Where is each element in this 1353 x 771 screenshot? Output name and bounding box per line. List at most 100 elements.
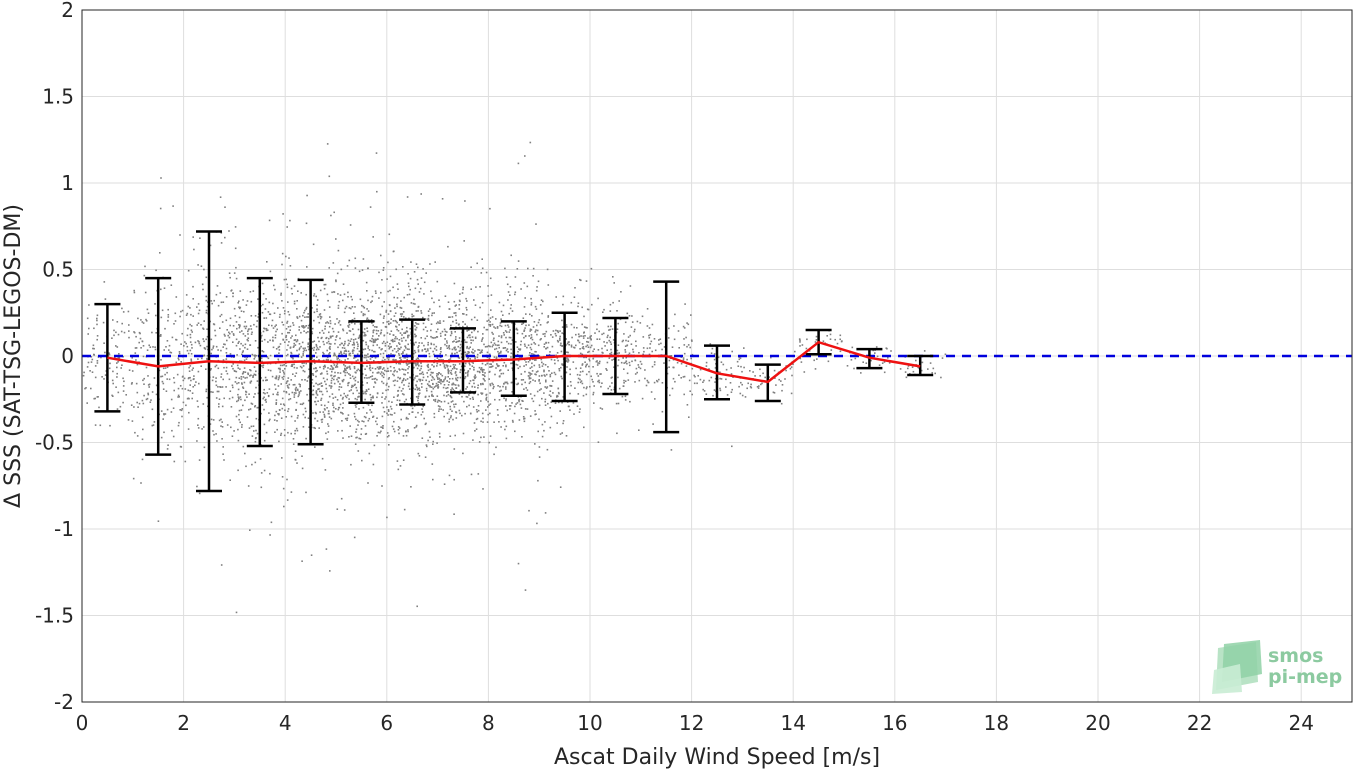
scatter-point	[170, 284, 173, 286]
scatter-point	[435, 331, 438, 333]
scatter-point	[365, 392, 367, 395]
scatter-point	[378, 271, 380, 274]
scatter-point	[474, 430, 476, 432]
scatter-point	[163, 413, 165, 415]
scatter-point	[398, 427, 401, 429]
scatter-point	[376, 344, 378, 346]
scatter-point	[514, 293, 516, 296]
scatter-point	[437, 373, 439, 376]
scatter-point	[450, 372, 452, 374]
scatter-point	[196, 400, 199, 402]
scatter-point	[262, 303, 264, 306]
scatter-point	[504, 330, 507, 332]
scatter-point	[725, 378, 727, 381]
scatter-point	[185, 314, 188, 316]
scatter-point	[362, 313, 365, 315]
scatter-point	[397, 330, 400, 332]
scatter-point	[449, 435, 452, 437]
scatter-point	[201, 428, 203, 430]
scatter-point	[239, 368, 241, 370]
scatter-point	[440, 335, 442, 337]
scatter-point	[279, 364, 282, 367]
scatter-point	[319, 317, 322, 320]
scatter-point	[569, 409, 571, 411]
scatter-point	[329, 320, 332, 322]
scatter-point	[329, 348, 331, 350]
scatter-point	[510, 348, 512, 351]
scatter-point	[565, 435, 568, 437]
scatter-point	[136, 363, 139, 366]
scatter-point	[257, 316, 260, 318]
scatter-point	[616, 310, 618, 312]
scatter-point	[343, 392, 345, 395]
scatter-point	[313, 340, 316, 342]
scatter-point	[295, 401, 298, 404]
scatter-point	[385, 384, 388, 386]
scatter-point	[907, 365, 910, 367]
scatter-point	[168, 349, 170, 351]
scatter-point	[162, 418, 164, 420]
scatter-point	[401, 381, 403, 384]
scatter-point	[519, 343, 522, 346]
scatter-point	[313, 319, 315, 322]
scatter-point	[507, 299, 509, 301]
scatter-point	[470, 318, 473, 321]
scatter-point	[379, 373, 382, 375]
scatter-point	[263, 423, 266, 426]
scatter-point	[128, 336, 130, 339]
scatter-point	[598, 330, 600, 333]
scatter-point	[189, 365, 192, 367]
scatter-point	[574, 287, 576, 289]
scatter-point	[505, 336, 507, 339]
scatter-point	[558, 392, 560, 395]
scatter-point	[356, 436, 358, 439]
scatter-point	[235, 338, 238, 341]
scatter-point	[634, 381, 636, 383]
scatter-point	[173, 389, 175, 392]
scatter-point	[225, 352, 228, 354]
scatter-point	[512, 421, 514, 423]
scatter-point	[375, 332, 378, 335]
scatter-point	[203, 268, 205, 271]
scatter-point	[166, 371, 168, 374]
scatter-point	[470, 339, 472, 341]
scatter-point	[242, 333, 245, 335]
scatter-point	[582, 394, 585, 397]
scatter-point	[228, 331, 230, 334]
scatter-point	[927, 368, 929, 370]
scatter-point	[543, 429, 545, 432]
scatter-point	[416, 389, 419, 391]
scatter-point	[360, 428, 363, 430]
scatter-point	[770, 356, 772, 359]
scatter-point	[179, 315, 181, 318]
scatter-point	[585, 387, 588, 390]
scatter-point	[540, 388, 542, 390]
scatter-point	[317, 348, 320, 351]
scatter-point	[549, 426, 552, 429]
scatter-point	[438, 410, 440, 412]
scatter-point	[215, 364, 218, 367]
scatter-point	[597, 362, 599, 364]
scatter-point	[725, 368, 728, 371]
scatter-point	[202, 328, 205, 330]
scatter-point	[420, 372, 423, 375]
scatter-point	[392, 334, 395, 336]
scatter-point	[364, 368, 366, 370]
scatter-point	[344, 307, 347, 310]
scatter-point	[569, 392, 571, 395]
scatter-point	[182, 375, 184, 378]
scatter-point	[686, 358, 688, 361]
scatter-point	[506, 340, 508, 343]
scatter-point	[629, 285, 632, 287]
scatter-point	[492, 333, 494, 335]
scatter-point	[351, 375, 354, 378]
scatter-point	[167, 314, 170, 316]
scatter-point	[197, 427, 200, 429]
scatter-point	[545, 342, 547, 344]
scatter-point	[381, 348, 383, 350]
scatter-point	[426, 389, 428, 392]
scatter-point	[472, 362, 474, 364]
scatter-point	[263, 439, 266, 442]
scatter-point	[556, 352, 559, 354]
scatter-point	[357, 381, 359, 383]
